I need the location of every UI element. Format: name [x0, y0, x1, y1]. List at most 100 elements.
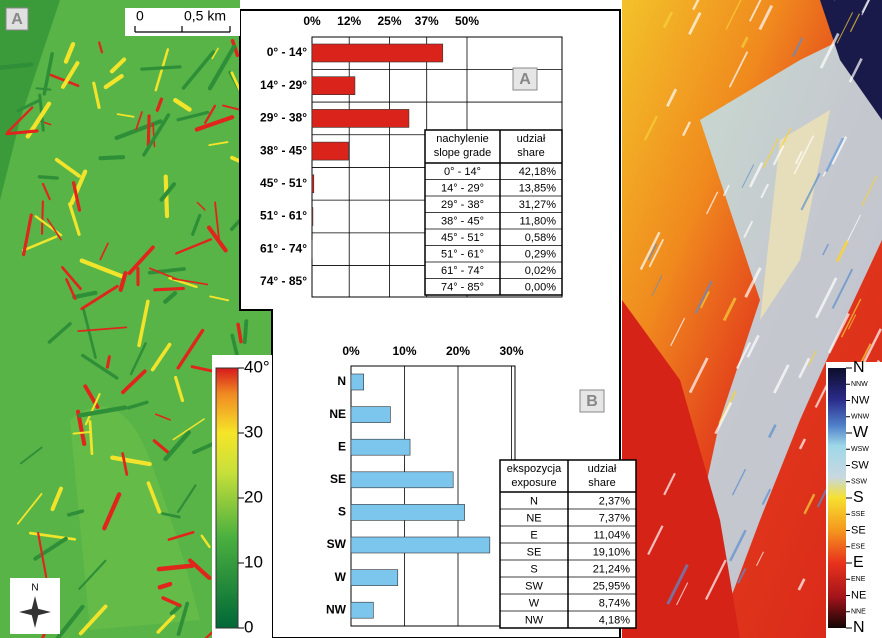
plot-frame — [351, 366, 515, 626]
legend-label: ENE — [851, 576, 866, 583]
bar — [312, 77, 355, 95]
map-texture — [42, 201, 43, 233]
map-texture — [155, 288, 184, 289]
category-label: SW — [327, 537, 347, 551]
table-cell: W — [529, 597, 540, 609]
x-tick-label: 30% — [499, 344, 523, 358]
legend-tick-label: 0 — [244, 617, 253, 636]
table-cell: 25,95% — [593, 580, 631, 592]
x-tick-label: 0% — [303, 14, 321, 28]
legend-label: SE — [851, 524, 866, 536]
bar — [351, 570, 398, 586]
table-header: ekspozycja — [507, 463, 562, 475]
table-cell: E — [530, 529, 537, 541]
x-tick-label: 37% — [415, 14, 439, 28]
category-label: 61° - 74° — [260, 241, 307, 255]
table-cell: 19,10% — [593, 546, 631, 558]
table-cell: 31,27% — [519, 199, 557, 211]
legend-tick-label: 20 — [244, 487, 263, 506]
table-cell: 0° - 14° — [444, 166, 481, 178]
map-texture — [107, 357, 109, 367]
bar — [351, 374, 364, 390]
bar — [312, 109, 409, 127]
bar — [351, 407, 390, 423]
panel-label: B — [586, 393, 598, 410]
map-texture — [142, 67, 180, 69]
legend-label: NW — [851, 394, 870, 406]
table-cell: SE — [527, 546, 542, 558]
bar — [312, 44, 443, 62]
x-tick-label: 10% — [392, 344, 416, 358]
bar — [351, 504, 465, 520]
map-texture — [148, 116, 149, 145]
table-cell: 7,37% — [599, 512, 630, 524]
table-cell: 0,02% — [525, 265, 556, 277]
category-label: 38° - 45° — [260, 143, 307, 157]
bar — [351, 537, 490, 553]
panel-label: A — [519, 71, 531, 88]
x-tick-label: 50% — [455, 14, 479, 28]
table-cell: 0,29% — [525, 249, 556, 261]
table-cell: 0,58% — [525, 232, 556, 244]
category-label: 29° - 38° — [260, 111, 307, 125]
x-tick-label: 20% — [446, 344, 470, 358]
table-header: exposure — [511, 477, 556, 489]
category-label: NE — [329, 407, 346, 421]
table-cell: 2,37% — [599, 495, 630, 507]
x-tick-label: 0% — [342, 344, 360, 358]
color-bar — [828, 368, 846, 628]
table-cell: 0,00% — [525, 282, 556, 294]
legend-label: N — [853, 619, 865, 636]
map-texture — [39, 177, 57, 178]
category-label: 0° - 14° — [267, 45, 307, 59]
table-cell: SW — [525, 580, 543, 592]
legend-label: NE — [851, 589, 866, 601]
legend-tick-label: 10 — [244, 552, 263, 571]
x-tick-label: 12% — [337, 14, 361, 28]
table-cell: 61° - 74° — [441, 265, 484, 277]
table-cell: 11,80% — [520, 216, 557, 228]
table-cell: 11,04% — [594, 529, 631, 541]
table-header: udział — [517, 133, 546, 145]
table-cell: NE — [526, 512, 541, 524]
legend-tick-label: 30 — [244, 422, 263, 441]
figure: 0 0,5 km A N 40°3020100NNNWNWWNWWWSWSWSS… — [0, 0, 882, 638]
table-cell: 13,85% — [519, 183, 557, 195]
legend-label: SW — [851, 459, 869, 471]
category-label: 51° - 61° — [260, 209, 307, 223]
panel-label: A — [11, 11, 23, 28]
category-label: 45° - 51° — [260, 176, 307, 190]
table-cell: 45° - 51° — [441, 232, 484, 244]
compass-label: N — [31, 583, 38, 594]
bar — [312, 208, 313, 226]
table-cell: 74° - 85° — [441, 282, 484, 294]
category-label: E — [338, 439, 346, 453]
legend-label: ESE — [851, 544, 865, 551]
table-cell: 29° - 38° — [441, 199, 484, 211]
table-cell: NW — [525, 614, 544, 626]
legend-label: S — [853, 489, 864, 506]
map-texture — [245, 321, 247, 342]
category-label: NW — [326, 602, 347, 616]
map-texture — [37, 88, 51, 89]
table-cell: 51° - 61° — [441, 249, 484, 261]
legend-label: NNE — [851, 609, 866, 616]
category-label: 14° - 29° — [260, 78, 307, 92]
table-cell: 38° - 45° — [441, 216, 484, 228]
legend-label: W — [853, 424, 869, 441]
bar — [312, 142, 349, 160]
category-label: S — [338, 505, 346, 519]
table-cell: 14° - 29° — [441, 183, 484, 195]
legend-label: SSE — [851, 511, 865, 518]
map-texture — [101, 157, 123, 158]
legend-label: N — [853, 359, 865, 376]
table-header: nachylenie — [436, 133, 489, 145]
table-cell: 8,74% — [599, 597, 630, 609]
table-cell: S — [530, 563, 537, 575]
map-texture — [90, 421, 92, 453]
bar — [351, 602, 373, 618]
category-label: SE — [330, 472, 346, 486]
scale-label: 0 — [136, 8, 144, 24]
category-label: W — [335, 570, 347, 584]
table-header: slope grade — [434, 147, 492, 159]
